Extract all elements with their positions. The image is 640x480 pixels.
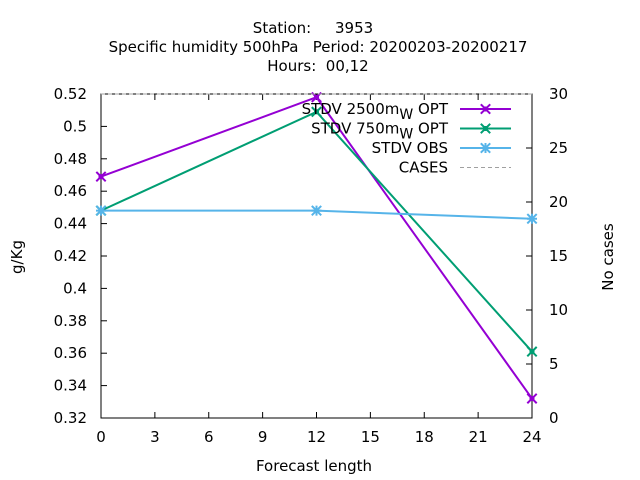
legend-label-3: CASES [399, 159, 448, 177]
y2-axis-label: No cases [599, 223, 617, 291]
marker-core [98, 174, 104, 180]
y-tick-label: 0.42 [54, 247, 87, 265]
x-tick-label: 18 [415, 428, 434, 446]
marker-core [314, 109, 319, 115]
legend-marker [480, 142, 491, 154]
y-tick-label: 0.48 [54, 150, 87, 168]
data-point [311, 205, 322, 217]
y-tick-label: 0.4 [63, 279, 87, 297]
series-line-0 [100, 96, 533, 400]
x-tick-label: 12 [307, 428, 326, 446]
y-tick-label: 0.44 [54, 215, 87, 233]
y2-tick-label: 5 [549, 355, 559, 373]
y-tick-label: 0.34 [54, 377, 87, 395]
y2-tick-label: 25 [549, 139, 568, 157]
legend-marker [480, 103, 491, 115]
x-tick-label: 6 [204, 428, 214, 446]
marker-core [483, 126, 488, 131]
marker-core [314, 94, 319, 100]
chart-title-line-2: Specific humidity 500hPa Period: 2020020… [109, 38, 528, 56]
y-tick-label: 0.32 [54, 409, 87, 427]
chart-title-line-3: Hours: 00,12 [267, 57, 368, 75]
x-tick-label: 9 [258, 428, 268, 446]
y2-tick-label: 15 [549, 247, 568, 265]
x-tick-label: 21 [469, 428, 488, 446]
chart-title-line-1: Station: 3953 [253, 19, 373, 37]
plot-series [95, 91, 538, 404]
x-tick-label: 24 [522, 428, 541, 446]
y2-tick-label: 10 [549, 301, 568, 319]
y-tick-label: 0.5 [63, 117, 87, 135]
y-tick-label: 0.46 [54, 182, 87, 200]
y2-tick-label: 0 [549, 409, 559, 427]
x-tick-label: 15 [361, 428, 380, 446]
plot-frame [100, 93, 533, 419]
data-point [526, 213, 538, 225]
y2-tick-label: 30 [549, 85, 568, 103]
y-axis-label: g/Kg [8, 240, 26, 274]
data-point [526, 393, 538, 404]
data-point [311, 91, 322, 103]
legend-label-2: STDV OBS [372, 139, 448, 157]
y-tick-label: 0.52 [54, 85, 87, 103]
x-axis-label: Forecast length [256, 457, 372, 475]
x-tick-label: 0 [96, 428, 106, 446]
marker-core [529, 349, 535, 355]
data-point [95, 205, 107, 217]
y-tick-label: 0.38 [54, 312, 87, 330]
legend-label-0: STDV 2500mW OPT [302, 100, 449, 123]
legend-marker [480, 123, 491, 134]
y-tick-label: 0.36 [54, 344, 87, 362]
data-point [95, 171, 107, 183]
x-tick-label: 3 [150, 428, 160, 446]
legend-label-1: STDV 750mW OPT [311, 120, 449, 143]
data-point [311, 106, 322, 118]
marker-core [483, 106, 488, 112]
axes: 0 3 6 9 12 15 18 21 24 0.32 0.34 0.36 0.38 0.4 0.42 0.4… [54, 85, 569, 446]
marker-core [529, 396, 535, 402]
y2-tick-label: 20 [549, 193, 568, 211]
data-point [526, 346, 538, 357]
